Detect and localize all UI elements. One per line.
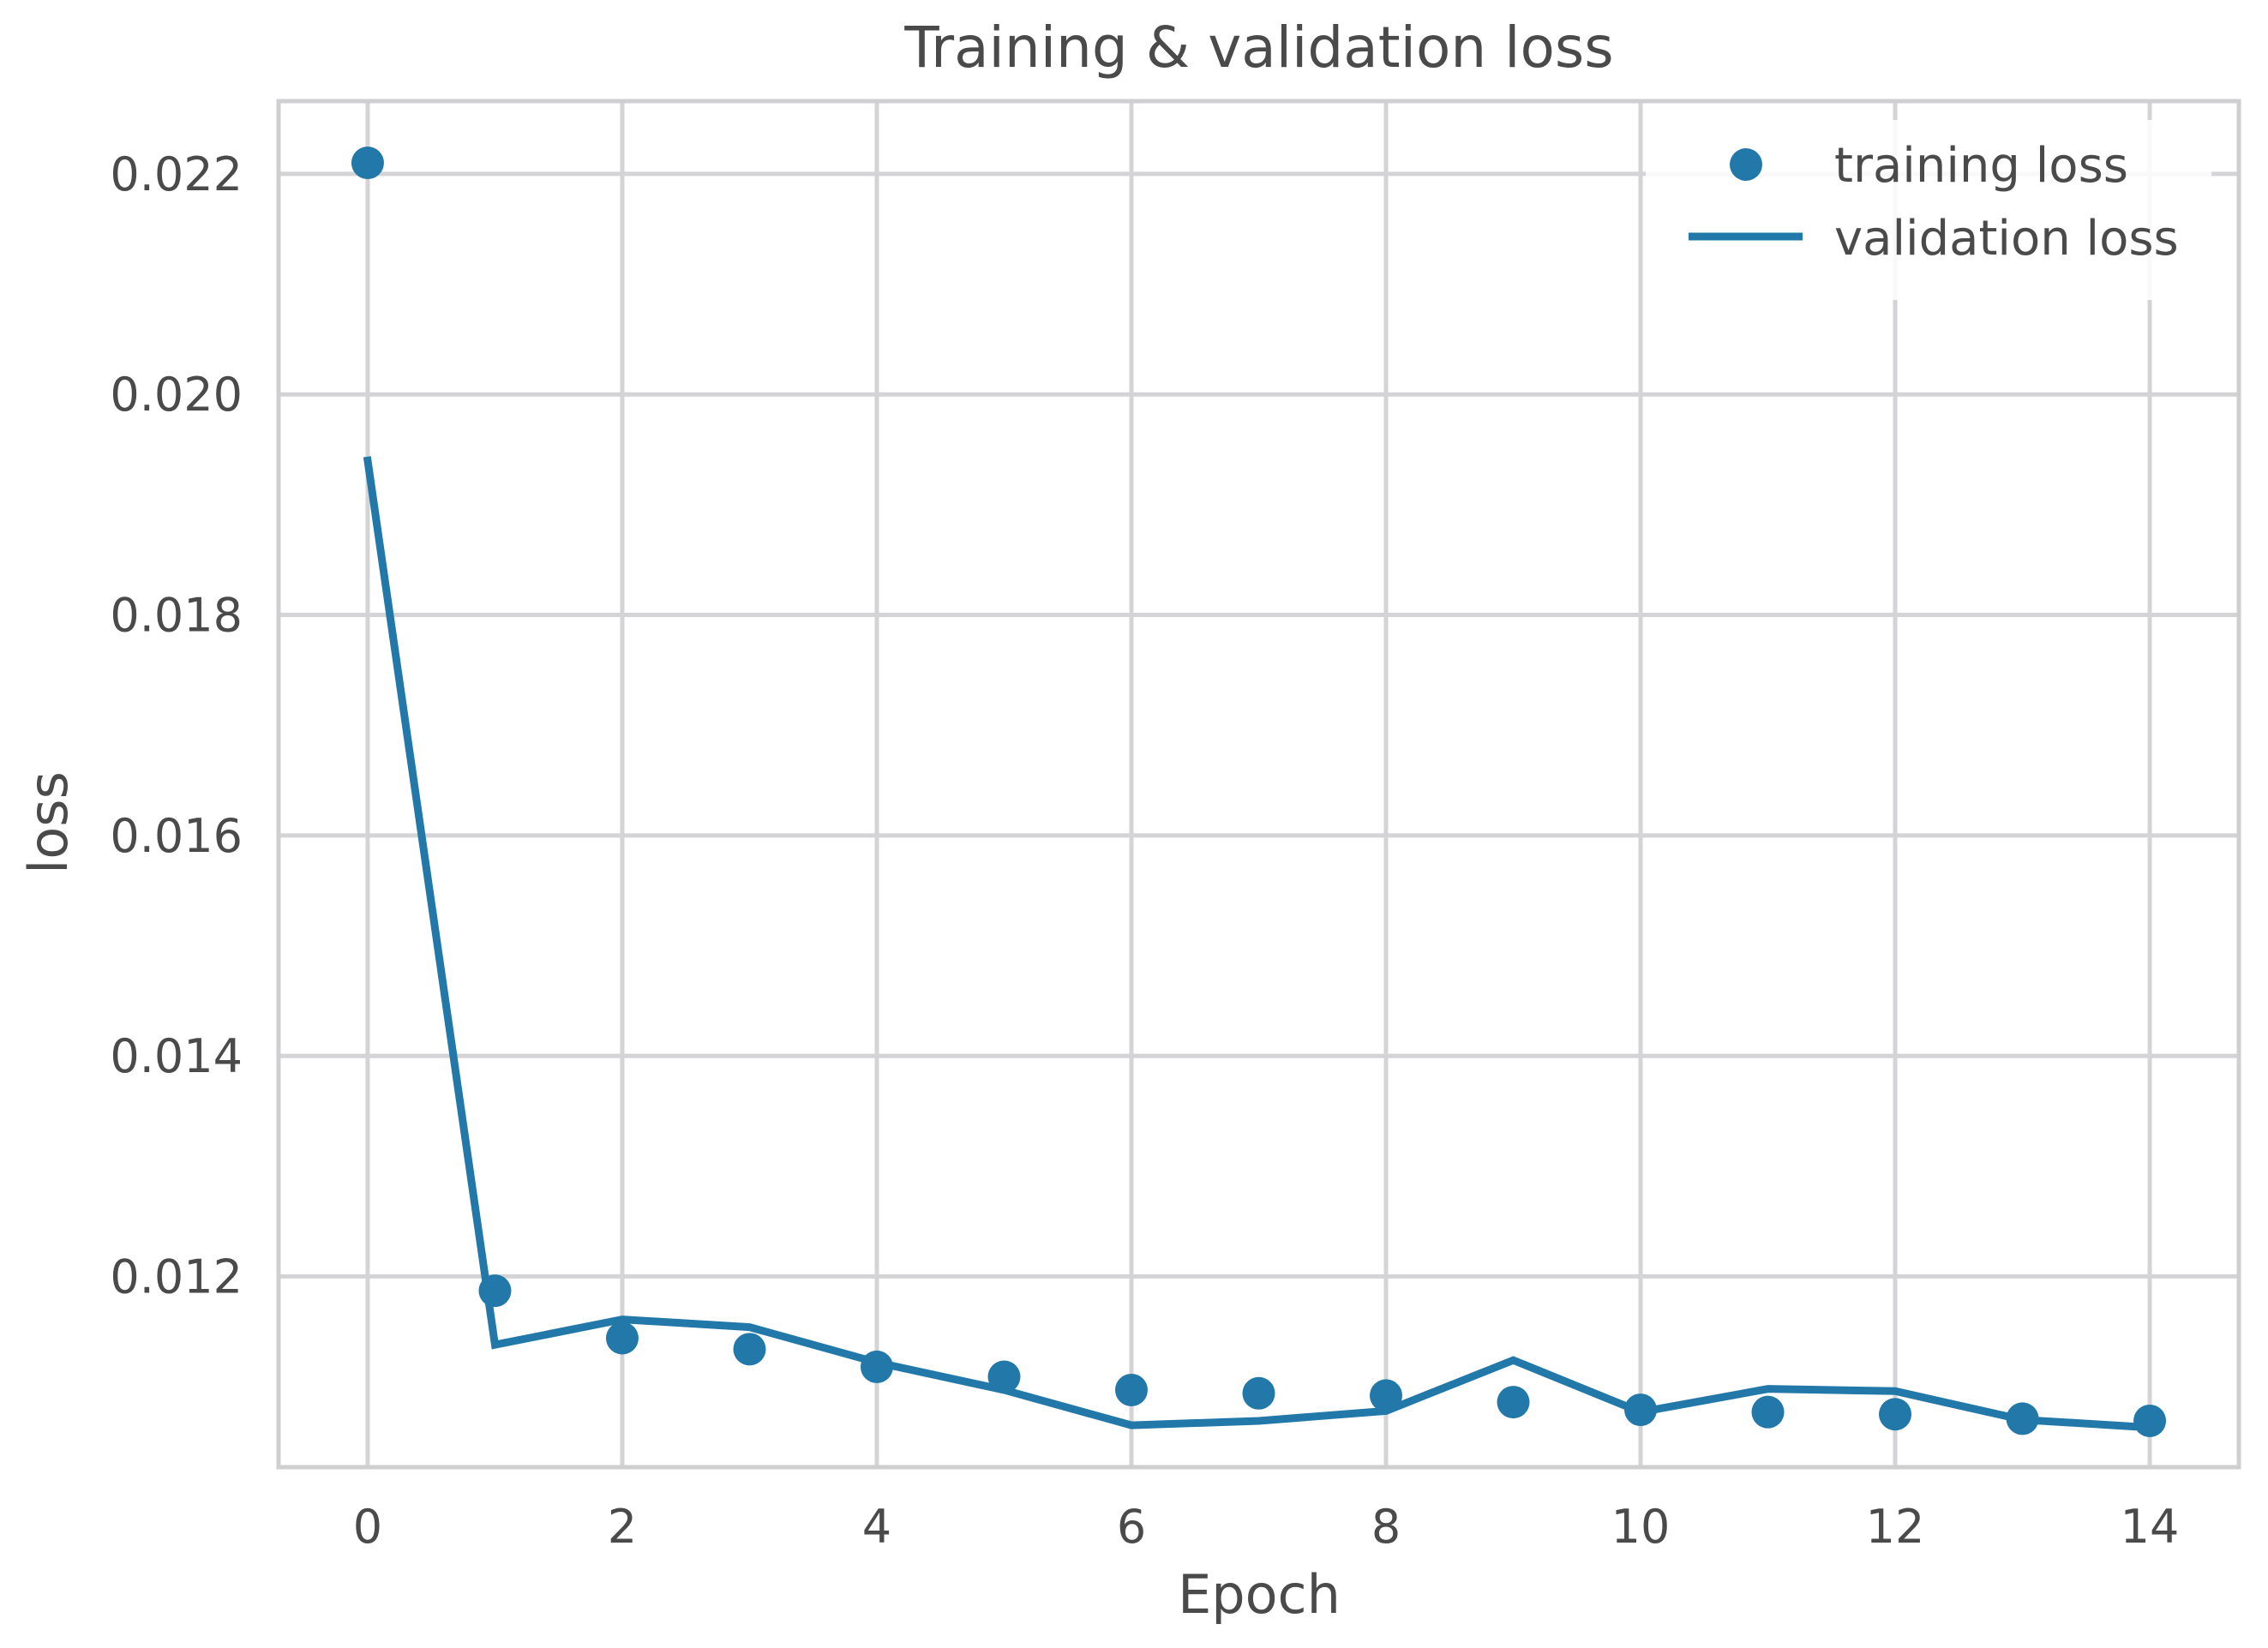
legend: training loss validation loss: [1646, 120, 2211, 300]
y-tick-label-0.014: 0.014: [110, 1029, 243, 1083]
training-loss-point-epoch-6: [1114, 1373, 1148, 1406]
training-loss-point-epoch-11: [1751, 1395, 1785, 1429]
training-loss-point-epoch-2: [605, 1321, 639, 1355]
y-tick-label-0.022: 0.022: [110, 147, 243, 201]
x-tick-label-6: 6: [1117, 1500, 1146, 1554]
y-tick-label-0.012: 0.012: [110, 1249, 243, 1303]
x-tick-label-12: 12: [1866, 1500, 1925, 1554]
plot-frame: [276, 99, 2241, 1470]
y-tick-label-0.018: 0.018: [110, 589, 243, 643]
tick-labels: 0 2 4 6 8 10 12 14 0.012 0.014 0.016 0.018 0.020 0.02…: [110, 147, 2179, 1554]
training-loss-point-epoch-9: [1497, 1386, 1530, 1419]
x-tick-label-8: 8: [1371, 1500, 1401, 1554]
x-tick-label-0: 0: [353, 1500, 382, 1554]
x-axis-title: Epoch: [1178, 1563, 1341, 1626]
training-loss-point-epoch-1: [478, 1274, 512, 1308]
training-loss-point-epoch-0: [351, 147, 384, 180]
chart-title: Training & validation loss: [903, 15, 1613, 81]
training-loss-point-epoch-14: [2133, 1404, 2167, 1437]
legend-label-training: training loss: [1834, 138, 2128, 194]
legend-background: [1646, 120, 2211, 300]
training-loss-point-epoch-3: [733, 1333, 766, 1366]
x-tick-label-14: 14: [2121, 1500, 2180, 1554]
legend-marker-training: [1730, 148, 1762, 181]
y-axis-title: loss: [17, 771, 80, 874]
training-loss-point-epoch-4: [860, 1350, 893, 1383]
data-layer: [351, 147, 2167, 1437]
training-loss-point-epoch-12: [1879, 1398, 1912, 1431]
training-loss-point-epoch-10: [1624, 1393, 1658, 1427]
training-loss-point-epoch-5: [987, 1360, 1021, 1393]
series-line-validation-loss: [363, 456, 2154, 1432]
x-tick-label-2: 2: [608, 1500, 637, 1554]
y-tick-label-0.020: 0.020: [110, 368, 243, 422]
grid: [279, 101, 2239, 1467]
x-tick-label-10: 10: [1611, 1500, 1671, 1554]
y-tick-label-0.016: 0.016: [110, 809, 243, 863]
training-loss-point-epoch-13: [2006, 1402, 2039, 1435]
legend-label-validation: validation loss: [1834, 211, 2179, 267]
x-tick-label-4: 4: [862, 1500, 891, 1554]
training-loss-point-epoch-8: [1370, 1379, 1403, 1412]
training-loss-point-epoch-7: [1242, 1376, 1275, 1410]
